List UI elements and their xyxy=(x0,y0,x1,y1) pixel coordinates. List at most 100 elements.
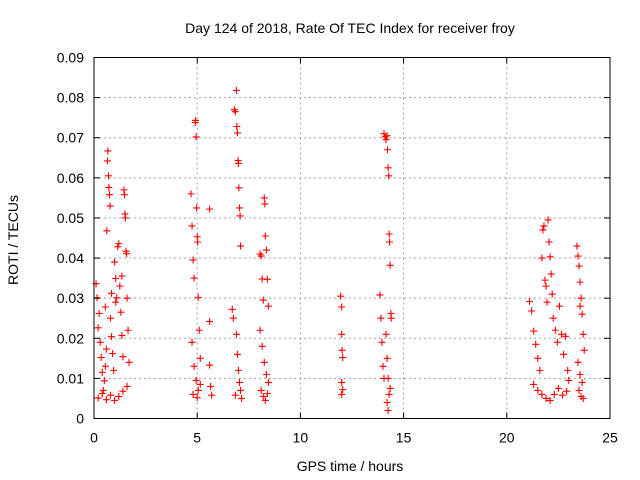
data-point xyxy=(108,333,116,341)
data-point xyxy=(98,368,106,376)
data-point xyxy=(237,242,245,250)
y-tick-label: 0.09 xyxy=(57,50,84,66)
data-point xyxy=(573,242,581,250)
data-point xyxy=(103,227,111,235)
chart-title: Day 124 of 2018, Rate Of TEC Index for r… xyxy=(185,20,515,36)
data-point xyxy=(107,391,115,399)
data-point xyxy=(338,346,346,354)
data-point xyxy=(564,366,572,374)
data-point xyxy=(96,338,104,346)
data-point xyxy=(534,354,542,362)
data-point xyxy=(550,390,558,398)
data-point xyxy=(116,282,124,290)
data-point xyxy=(378,338,386,346)
plot-frame xyxy=(93,57,611,419)
data-point xyxy=(538,254,546,262)
data-point xyxy=(194,293,202,301)
data-point xyxy=(579,330,587,338)
y-tick-label: 0.05 xyxy=(57,210,84,226)
data-point xyxy=(557,330,565,338)
data-point xyxy=(97,354,105,362)
data-point xyxy=(233,122,241,130)
data-point xyxy=(192,116,200,124)
data-point xyxy=(102,396,110,404)
data-point xyxy=(113,294,121,302)
data-point xyxy=(105,191,113,199)
data-point xyxy=(549,314,557,322)
data-point xyxy=(384,374,392,382)
data-point xyxy=(264,302,272,310)
data-point xyxy=(338,390,346,398)
data-point xyxy=(532,340,540,348)
x-tick-label: 15 xyxy=(396,430,412,446)
data-point xyxy=(125,358,133,366)
data-point xyxy=(540,222,548,230)
data-point xyxy=(100,377,108,385)
data-point xyxy=(94,324,102,332)
y-tick-label: 0 xyxy=(76,411,84,427)
data-point xyxy=(235,184,243,192)
data-point xyxy=(386,261,394,269)
data-point xyxy=(578,378,586,386)
data-point xyxy=(98,390,106,398)
data-point xyxy=(548,290,556,298)
data-point xyxy=(189,390,197,398)
data-point xyxy=(124,326,132,334)
data-point xyxy=(580,346,588,354)
data-point xyxy=(117,308,125,316)
y-tick-label: 0.04 xyxy=(57,250,84,266)
data-point xyxy=(560,350,568,358)
data-point xyxy=(383,354,391,362)
data-point xyxy=(387,314,395,322)
data-point xyxy=(112,275,120,283)
data-point xyxy=(120,186,128,194)
data-point xyxy=(102,345,110,353)
y-tick-label: 0.07 xyxy=(57,130,84,146)
data-point xyxy=(206,317,214,325)
data-point xyxy=(546,396,554,404)
data-point xyxy=(119,353,127,361)
data-point xyxy=(232,86,240,94)
data-point xyxy=(194,238,202,246)
data-point xyxy=(576,302,584,310)
data-point xyxy=(236,204,244,212)
y-tick-label: 0.06 xyxy=(57,170,84,186)
data-point xyxy=(257,386,265,394)
y-axis-label: ROTI / TECUs xyxy=(5,195,21,285)
data-point xyxy=(526,297,534,305)
data-point xyxy=(103,157,111,165)
data-point xyxy=(384,146,392,154)
data-point xyxy=(386,384,394,392)
data-point xyxy=(95,309,103,317)
data-point xyxy=(261,232,269,240)
data-point xyxy=(123,294,131,302)
data-point xyxy=(228,305,236,313)
data-point xyxy=(562,332,570,340)
data-point xyxy=(112,298,120,306)
data-point xyxy=(575,386,583,394)
data-point xyxy=(338,303,346,311)
data-point xyxy=(264,378,272,386)
data-point xyxy=(190,274,198,282)
data-point xyxy=(208,391,216,399)
data-point xyxy=(576,370,584,378)
y-tick-label: 0.08 xyxy=(57,90,84,106)
y-tick-label: 0.01 xyxy=(57,370,84,386)
data-point xyxy=(555,302,563,310)
data-point xyxy=(385,390,393,398)
data-point xyxy=(123,250,131,258)
data-point xyxy=(542,394,550,402)
data-point xyxy=(263,275,271,283)
data-point xyxy=(541,276,549,284)
data-point xyxy=(576,278,584,286)
data-point xyxy=(195,326,203,334)
data-points xyxy=(92,86,588,414)
data-point xyxy=(382,330,390,338)
data-point xyxy=(337,292,345,300)
data-point xyxy=(383,132,391,140)
data-point xyxy=(236,212,244,220)
data-point xyxy=(384,406,392,414)
data-point xyxy=(119,387,127,395)
data-point xyxy=(261,200,269,208)
data-point xyxy=(575,262,583,270)
